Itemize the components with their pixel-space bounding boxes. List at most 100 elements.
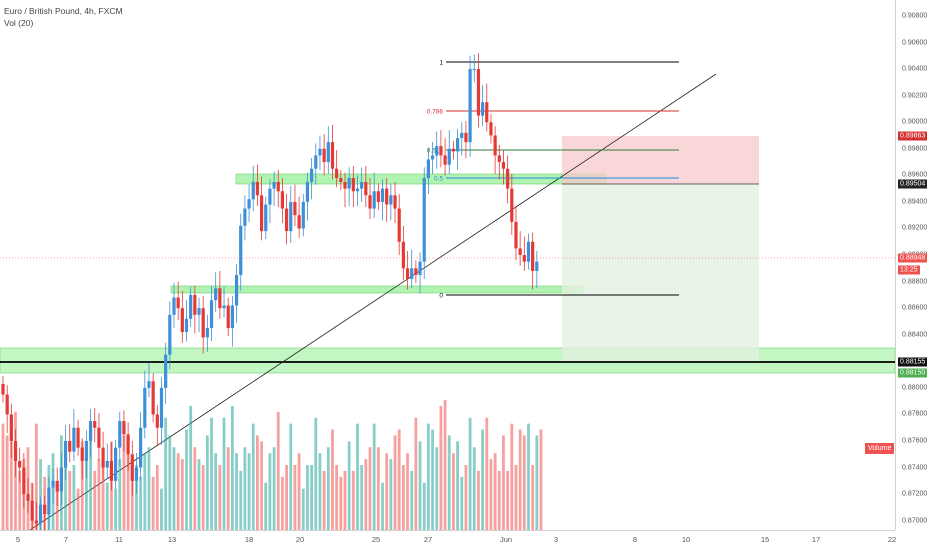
time-tick-label: 15	[760, 535, 770, 544]
volume-bar	[347, 441, 351, 530]
price-axis[interactable]: 0.90800 0.90600 0.90400 0.90200 0.90000 0.898…	[895, 0, 932, 530]
candle-body	[222, 305, 226, 309]
price-tick-label: 0.89400	[902, 198, 928, 206]
volume-bar	[276, 411, 280, 530]
volume-bar	[285, 465, 288, 530]
volume-bar	[105, 482, 109, 530]
volume-bar	[393, 435, 397, 530]
volume-bar	[297, 453, 301, 530]
candle-body	[293, 201, 297, 216]
fib-level-label: 0.5	[434, 176, 443, 183]
price-tick-label: 0.88800	[902, 278, 928, 286]
volume-bar	[339, 476, 343, 530]
volume-bar	[510, 423, 514, 530]
candle-body	[522, 255, 526, 262]
volume-bar	[264, 482, 268, 530]
candle-body	[472, 69, 476, 71]
candle-body	[301, 201, 305, 229]
volume-bar	[114, 488, 118, 530]
candle-body	[68, 441, 72, 452]
volume-bar	[376, 447, 380, 530]
candle-body	[184, 318, 189, 333]
time-axis[interactable]: 5 7 11 13 18 20 25 27 Jun 3 8 10 15 17 22	[0, 530, 897, 551]
candle-body	[418, 261, 422, 275]
volume-bar	[468, 417, 472, 530]
candle-body	[401, 241, 405, 269]
candle-body	[164, 354, 168, 388]
price-badge: 0.88948	[898, 253, 928, 263]
candle-body	[38, 504, 43, 524]
price-tick-label: 0.90600	[902, 39, 928, 46]
candle-body	[297, 215, 301, 229]
resistance-zone	[235, 173, 607, 185]
candle-body	[5, 394, 9, 415]
candle-body	[1, 383, 5, 395]
volume-bar	[514, 465, 518, 530]
candle-body	[493, 135, 497, 156]
time-tick-label: 13	[167, 535, 177, 544]
volume-bar	[372, 423, 376, 530]
candle-body	[147, 381, 151, 388]
volume-bar	[118, 459, 122, 530]
volume-bar	[239, 470, 243, 530]
volume-bar	[143, 453, 147, 530]
volume-bar	[89, 429, 92, 530]
price-tick-label: 0.87400	[902, 464, 928, 472]
volume-bar	[247, 453, 251, 530]
candle-body	[126, 434, 130, 455]
volume-bar	[189, 405, 193, 530]
volume-bar	[201, 465, 205, 530]
volume-bar	[435, 447, 439, 530]
volume-bar	[281, 476, 284, 530]
volume-bar	[410, 470, 414, 530]
price-tick-label: 0.90400	[902, 65, 928, 73]
volume-bar	[139, 476, 143, 530]
volume-bar	[322, 470, 326, 530]
volume-bar	[185, 429, 188, 530]
volume-bar	[535, 435, 539, 530]
symbol-title: Euro / British Pound, 4h, FXCM	[4, 6, 123, 16]
candle-body	[385, 188, 389, 205]
volume-bar	[39, 459, 42, 530]
volume-bar	[243, 447, 247, 530]
chart-canvas[interactable]: 1 0.786 0.618 0.5 0	[0, 0, 895, 530]
candle-body	[80, 447, 84, 461]
price-tick-label: 0.89200	[902, 224, 928, 232]
volume-bar	[272, 447, 276, 530]
time-tick-label: 17	[811, 535, 821, 544]
volume-bar	[351, 470, 355, 530]
candle-body	[376, 191, 380, 202]
volume-bar	[389, 459, 393, 530]
candle-body	[526, 241, 531, 262]
volume-bar	[160, 488, 163, 530]
volume-bar	[64, 453, 67, 530]
volume-bar	[268, 453, 272, 530]
volume-bar	[443, 400, 447, 530]
candle-body	[30, 500, 34, 521]
candle-body	[264, 204, 268, 232]
candle-body	[368, 195, 372, 209]
volume-bar	[222, 417, 226, 530]
price-badge: 13:25	[898, 265, 920, 275]
candle-body	[109, 460, 114, 481]
volume-bar	[447, 435, 451, 530]
volume-bar	[93, 470, 97, 530]
time-tick-label: 22	[887, 535, 897, 544]
candle-body	[397, 208, 401, 242]
price-tick-label: 0.88000	[902, 384, 928, 392]
volume-bar	[193, 447, 197, 530]
candle-body	[18, 460, 22, 468]
volume-bar	[18, 470, 22, 530]
price-badge: 0.88155	[898, 357, 928, 367]
candle-body	[531, 241, 535, 271]
volume-bar	[360, 465, 364, 530]
time-tick-label: 25	[371, 535, 381, 544]
volume-bar	[5, 435, 9, 530]
demand-zone-lower	[0, 347, 895, 374]
candle-body	[405, 268, 410, 279]
candle-body	[76, 427, 80, 448]
volume-bar	[122, 435, 126, 530]
volume-bar	[180, 459, 184, 530]
volume-bar	[9, 441, 13, 530]
volume-bar	[401, 465, 405, 530]
